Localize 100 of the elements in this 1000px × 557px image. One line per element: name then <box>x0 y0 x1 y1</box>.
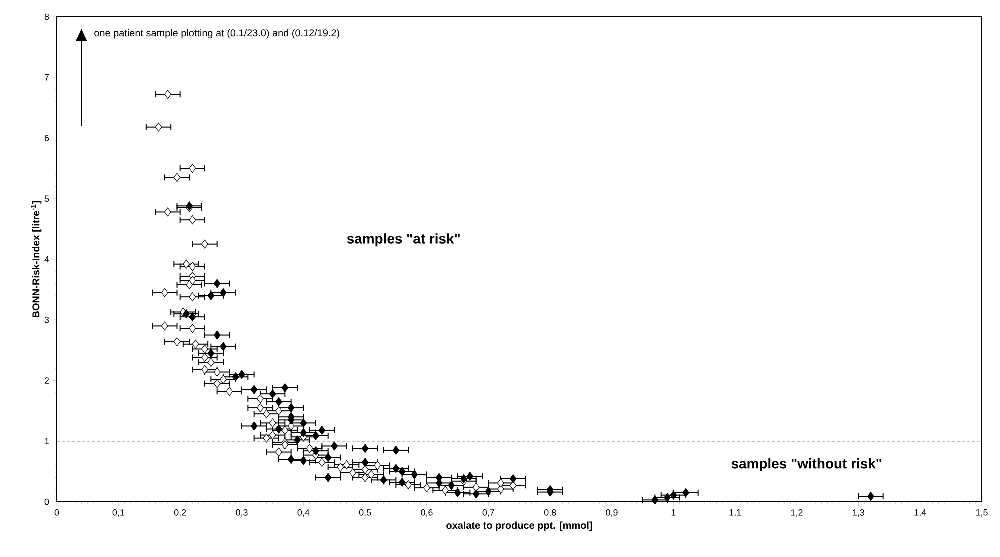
y-tick-label: 3 <box>44 316 50 324</box>
point <box>498 478 504 488</box>
point <box>312 446 320 456</box>
point <box>189 324 196 334</box>
x-tick-label: 0,3 <box>236 510 248 517</box>
point <box>362 444 369 454</box>
x-tick-label: 1,4 <box>914 510 926 517</box>
point <box>405 480 412 490</box>
point <box>276 397 282 406</box>
point <box>174 337 181 346</box>
point <box>868 492 874 502</box>
x-tick-label: 0,8 <box>544 510 556 517</box>
point <box>263 434 270 443</box>
x-tick-label: 1 <box>672 510 676 516</box>
point <box>324 473 332 482</box>
point <box>337 462 344 472</box>
annotation: samples "at risk" <box>347 234 460 247</box>
point <box>300 428 308 438</box>
point <box>192 340 200 349</box>
point <box>318 458 326 468</box>
point <box>392 446 400 455</box>
point <box>164 208 172 217</box>
point <box>202 353 208 362</box>
point <box>269 418 276 428</box>
x-tick-label: 1,1 <box>730 510 742 517</box>
point <box>208 348 215 358</box>
point <box>343 460 350 470</box>
point <box>161 288 168 298</box>
point <box>362 465 369 474</box>
x-tick-label: 0,1 <box>112 510 124 517</box>
point <box>257 404 264 413</box>
point <box>294 436 301 445</box>
point <box>392 464 400 474</box>
point <box>318 426 326 435</box>
point <box>189 164 196 174</box>
x-tick-label: 0,9 <box>606 510 618 517</box>
x-tick-label: 0,7 <box>482 510 494 517</box>
point <box>282 426 289 435</box>
y-tick-label: 7 <box>44 74 50 81</box>
x-tick-label: 0,2 <box>174 510 186 517</box>
point <box>189 276 196 286</box>
point <box>398 478 406 488</box>
point <box>202 240 208 249</box>
point <box>189 216 196 225</box>
annotation: samples "without risk" <box>732 458 882 472</box>
y-tick-label: 0 <box>44 498 50 506</box>
point <box>214 379 221 388</box>
point <box>472 490 480 499</box>
y-tick-label: 6 <box>44 135 50 142</box>
point <box>155 122 162 132</box>
point <box>460 474 468 484</box>
point <box>189 312 196 322</box>
point <box>164 90 172 100</box>
point <box>238 370 246 380</box>
point <box>510 474 517 484</box>
y-tick-label: 1 <box>45 438 50 444</box>
point <box>183 260 190 269</box>
point <box>331 442 338 451</box>
point <box>362 458 369 468</box>
point <box>174 173 181 182</box>
x-tick-label: 0 <box>54 510 60 516</box>
point <box>362 473 369 482</box>
y-axis-title: BONN-Risk-Index [litre$^{-1}$] <box>31 201 42 318</box>
point <box>257 394 264 404</box>
point <box>208 358 215 368</box>
point <box>161 322 168 331</box>
point <box>186 280 194 290</box>
point <box>250 422 258 431</box>
point <box>424 484 430 493</box>
point <box>306 444 314 454</box>
x-tick-label: 0,4 <box>298 510 310 517</box>
point <box>510 481 517 490</box>
x-tick-label: 1,3 <box>853 510 865 517</box>
x-tick-label: 0,5 <box>359 510 372 517</box>
point <box>269 390 276 399</box>
y-tick-label: 8 <box>44 14 50 20</box>
y-tick-label: 5 <box>44 196 50 202</box>
x-tick-label: 0,6 <box>421 510 433 517</box>
point <box>220 342 227 352</box>
point <box>202 344 208 354</box>
x-axis-title: oxalate to produce ppt. [mmol] <box>446 522 592 532</box>
y-tick-label: 2 <box>44 378 50 384</box>
point <box>282 440 289 450</box>
point <box>269 430 276 440</box>
point <box>276 448 282 457</box>
point <box>214 330 221 340</box>
point <box>466 472 474 482</box>
point <box>189 292 196 302</box>
point <box>189 262 196 272</box>
point <box>472 482 480 492</box>
y-tick-label: 4 <box>44 256 50 263</box>
point <box>183 310 190 319</box>
point <box>350 468 356 478</box>
x-tick-label: 1,5 <box>976 510 988 517</box>
point <box>282 384 289 393</box>
point <box>226 387 234 396</box>
x-tick-label: 1,2 <box>791 510 803 517</box>
point <box>380 476 388 485</box>
point <box>214 279 221 288</box>
annotation: one patient sample plotting at (0.1/23.0) and (0.12/19.2) <box>94 29 340 39</box>
